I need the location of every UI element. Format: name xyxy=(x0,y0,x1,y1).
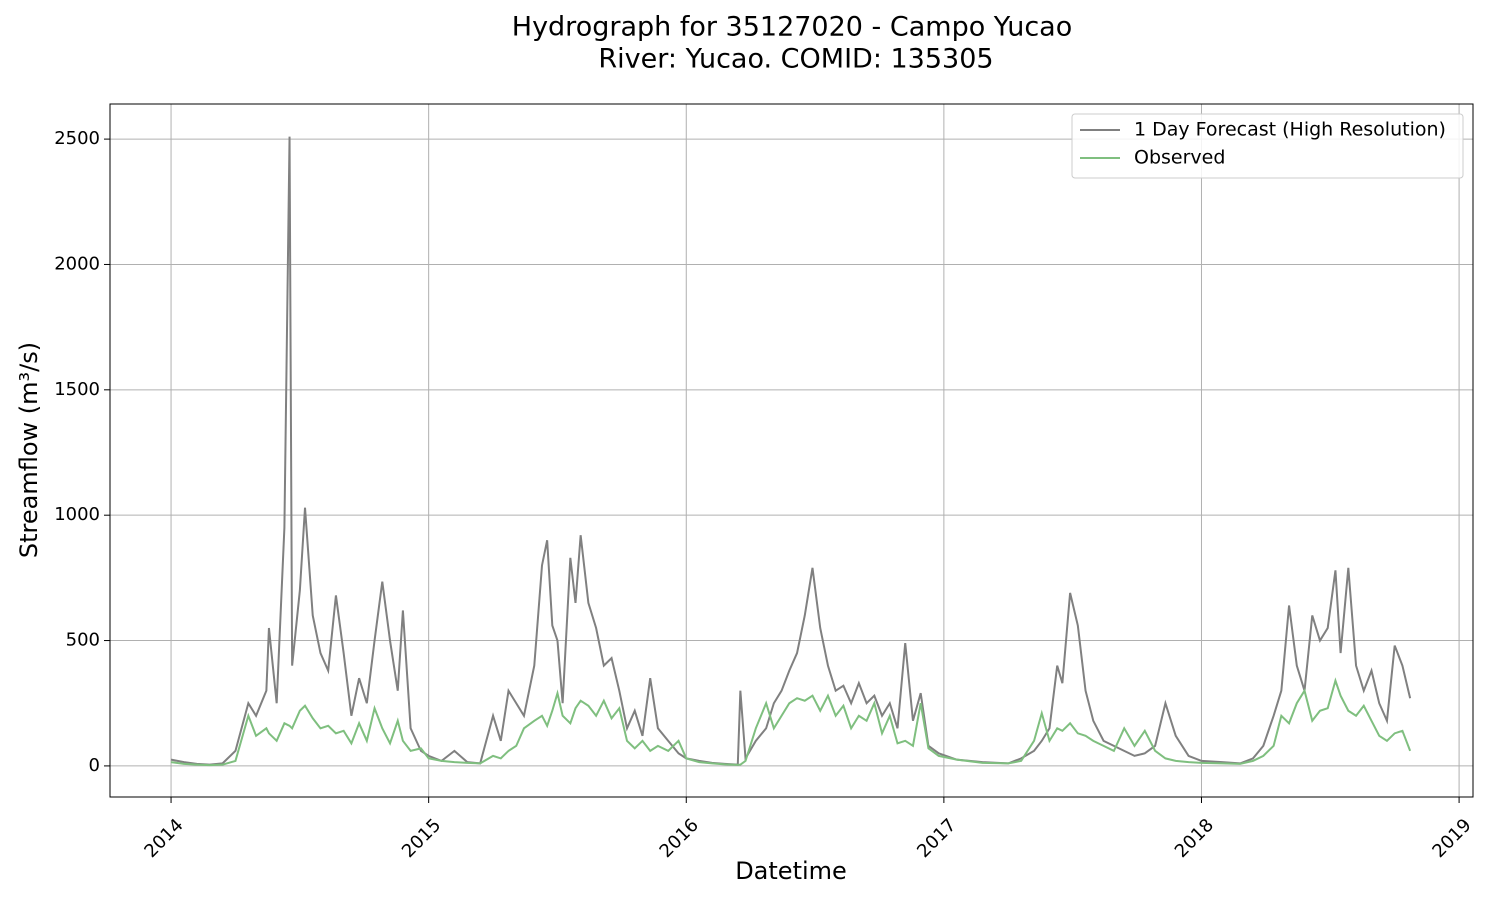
y-axis-label: Streamflow (m³/s) xyxy=(15,342,43,558)
series-line xyxy=(170,136,1412,766)
x-tick-label: 2017 xyxy=(913,815,960,862)
x-tick-label: 2016 xyxy=(656,815,703,862)
y-tick-label: 2000 xyxy=(54,253,100,274)
chart-title: Hydrograph for 35127020 - Campo Yucao xyxy=(512,12,1072,43)
plot-frame xyxy=(109,103,1474,798)
y-tick-label: 0 xyxy=(89,755,100,776)
y-tick-label: 2500 xyxy=(54,128,100,149)
x-tick-label: 2019 xyxy=(1428,815,1475,862)
y-tick-label: 1500 xyxy=(54,379,100,400)
legend-label: Observed xyxy=(1134,147,1225,169)
chart-subtitle: River: Yucao. COMID: 135305 xyxy=(598,44,993,75)
y-tick-label: 1000 xyxy=(54,504,100,525)
legend: 1 Day Forecast (High Resolution) Observed xyxy=(1071,113,1464,179)
y-tick-label: 500 xyxy=(66,630,100,651)
legend-label: 1 Day Forecast (High Resolution) xyxy=(1134,119,1446,141)
x-tick-label: 2015 xyxy=(398,815,445,862)
x-axis-label: Datetime xyxy=(735,857,847,885)
series-line xyxy=(170,677,1412,767)
x-tick-label: 2014 xyxy=(140,815,187,862)
x-tick-label: 2018 xyxy=(1171,815,1218,862)
legend-box xyxy=(1071,113,1464,179)
